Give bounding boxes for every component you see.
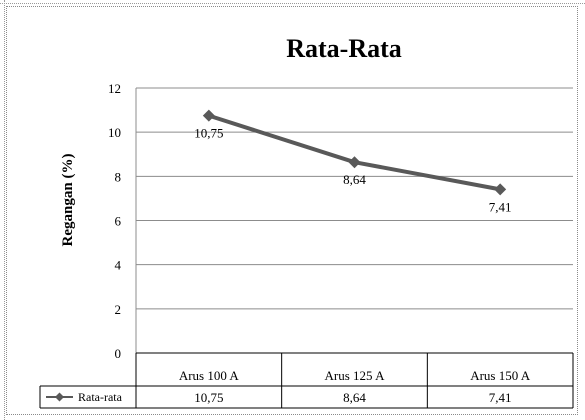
table-value-2: 7,41	[489, 390, 512, 405]
y-tick-2: 2	[115, 302, 122, 317]
category-label-0: Arus 100 A	[179, 368, 240, 383]
data-point-2	[494, 183, 507, 196]
window-top-edge	[0, 0, 585, 4]
data-label-1: 8,64	[343, 172, 366, 187]
y-tick-10: 10	[108, 125, 121, 140]
data-label-2: 7,41	[489, 199, 512, 214]
y-tick-0: 0	[115, 346, 122, 361]
y-tick-6: 6	[115, 214, 122, 229]
data-table: Arus 100 A Arus 125 A Arus 150 A Rata-rata 1…	[39, 352, 574, 409]
table-value-0: 10,75	[194, 390, 223, 405]
legend-marker	[55, 392, 64, 402]
chart-title: Rata-Rata	[286, 34, 402, 63]
data-point-1	[348, 156, 361, 169]
y-axis-label: Regangan (%)	[60, 154, 76, 247]
y-tick-4: 4	[115, 258, 122, 273]
y-tick-labels: 0 2 4 6 8 10 12	[108, 81, 122, 361]
category-label-2: Arus 150 A	[470, 368, 531, 383]
table-value-1: 8,64	[343, 390, 366, 405]
y-tick-8: 8	[115, 169, 122, 184]
y-tick-12: 12	[108, 81, 121, 96]
legend-label: Rata-rata	[78, 390, 123, 404]
series-layer: 10,75 8,64 7,41	[194, 109, 512, 214]
data-label-0: 10,75	[194, 126, 223, 141]
category-label-1: Arus 125 A	[325, 368, 386, 383]
chart-frame	[6, 6, 578, 415]
window-left-edge	[0, 0, 5, 420]
data-point-0	[202, 109, 215, 122]
